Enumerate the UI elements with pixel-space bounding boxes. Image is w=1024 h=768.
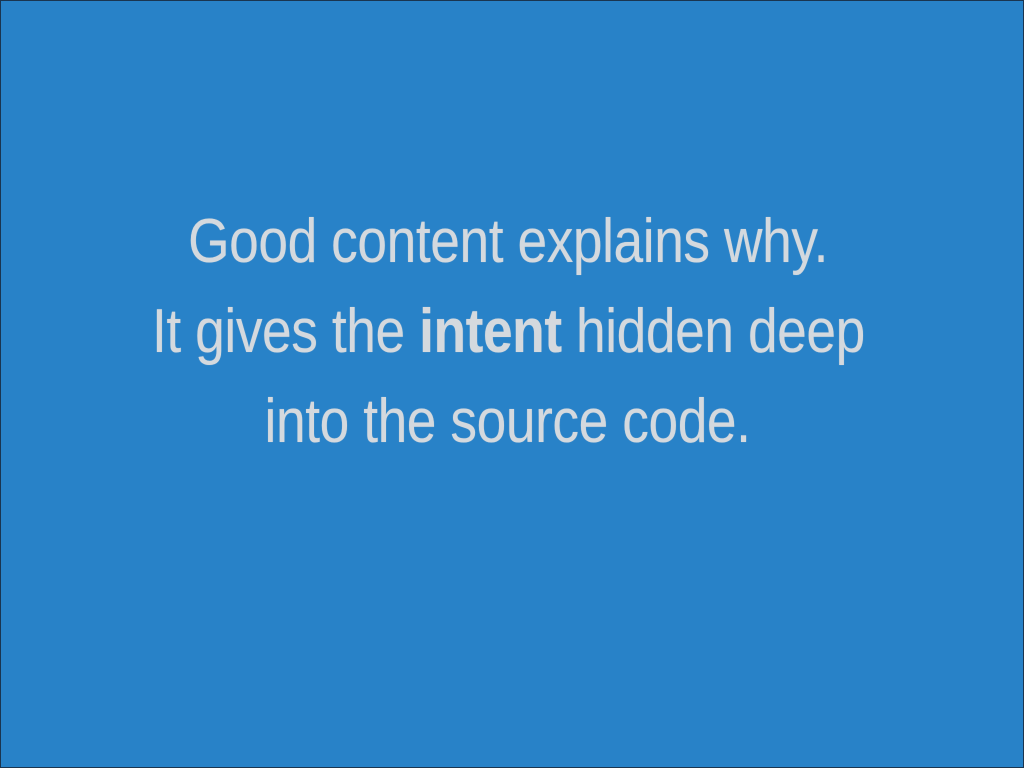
text-line-3-content: into the source code.	[265, 387, 751, 456]
text-line-2: It gives the intent hidden deep	[1, 287, 1015, 377]
emphasis-word: intent	[418, 297, 562, 366]
text-line-2-after: hidden deep	[561, 297, 865, 366]
text-line-1: Good content explains why.	[1, 197, 1015, 287]
text-line-1-content: Good content explains why.	[188, 207, 828, 276]
text-line-3: into the source code.	[1, 377, 1015, 467]
text-line-2-before: It gives the	[151, 297, 419, 366]
slide-text: Good content explains why. It gives the …	[1, 197, 1015, 467]
text-line-2-content: It gives the intent hidden deep	[152, 287, 865, 377]
